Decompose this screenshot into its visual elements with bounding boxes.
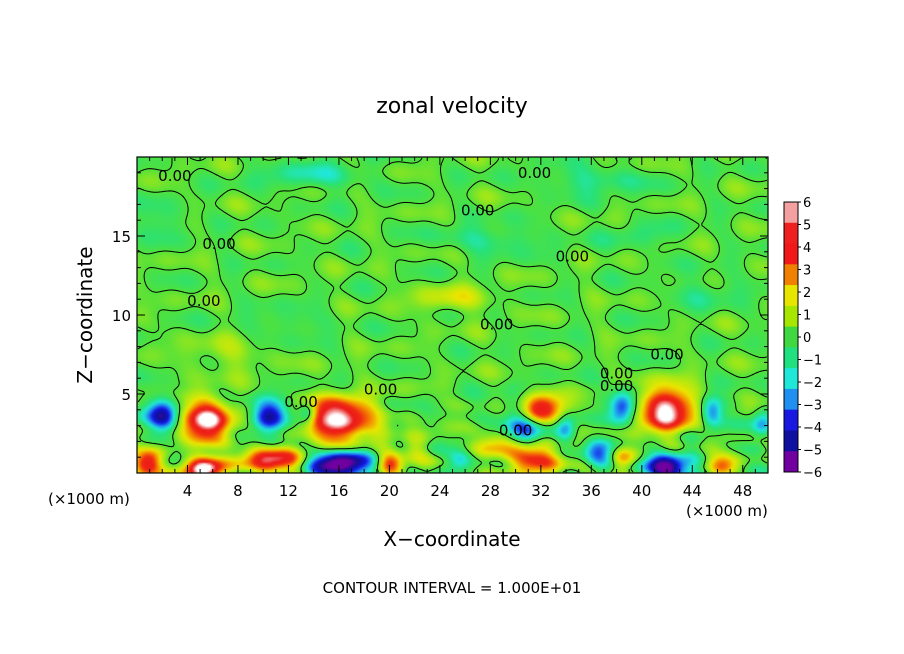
contour-label: 0.00 (187, 292, 220, 310)
colorbar-swatch (784, 388, 798, 411)
contour-label: 0.00 (461, 202, 494, 220)
contour-label: 0.00 (202, 235, 235, 253)
chart-title: zonal velocity (376, 94, 528, 119)
colorbar-swatch (784, 347, 798, 369)
x-unit-left: (×1000 m) (48, 490, 130, 508)
colorbar-tick-label: −6 (803, 466, 822, 481)
colorbar-tick-label: −1 (803, 354, 822, 369)
colorbar-swatch (784, 451, 798, 473)
contour-label: 0.00 (284, 393, 317, 411)
y-tick-label: 10 (112, 307, 131, 325)
colorbar-swatch (784, 202, 798, 224)
colorbar-swatch (784, 264, 798, 286)
contour-label: 0.00 (364, 380, 397, 398)
x-tick-label: 12 (279, 482, 298, 500)
y-tick-label: 5 (121, 386, 131, 404)
contour-label: 0.00 (158, 167, 191, 185)
x-tick-label: 8 (233, 482, 243, 500)
colorbar-swatch (784, 222, 798, 245)
y-axis: 5 10 15 (112, 172, 768, 458)
zero-contours (137, 157, 768, 473)
x-tick-label: 48 (733, 482, 752, 500)
colorbar-tick-label: 4 (803, 241, 811, 256)
colorbar-swatch (784, 285, 798, 307)
contour-interval-note: CONTOUR INTERVAL = 1.000E+01 (323, 579, 582, 597)
x-tick-label: 32 (531, 482, 550, 500)
x-tick-label: 16 (329, 482, 348, 500)
x-tick-label: 44 (683, 482, 702, 500)
colorbar: 6 5 4 3 2 1 0 −1 −2 −3 −4 −5 −6 (783, 196, 822, 481)
colorbar-swatch (784, 409, 798, 431)
colorbar-tick-label: 3 (803, 264, 811, 279)
y-axis-label: Z−coordinate (73, 246, 97, 383)
colorbar-tick-label: 2 (803, 286, 811, 301)
contour-label: 0.00 (650, 346, 683, 364)
x-tick-label: 4 (183, 482, 193, 500)
colorbar-tick-label: 5 (803, 219, 811, 234)
x-tick-label: 40 (632, 482, 651, 500)
x-tick-label: 36 (582, 482, 601, 500)
contour-label: 0.00 (480, 315, 513, 333)
contour-labels: 0.00 0.000.000.000.000.000.000.000.000.00… (158, 164, 684, 440)
x-axis-label: X−coordinate (383, 527, 520, 551)
colorbar-swatch (784, 368, 798, 390)
x-tick-label: 24 (430, 482, 449, 500)
colorbar-tick-label: −4 (803, 421, 822, 436)
x-axis: 4 8 12 16 20 24 28 32 36 40 44 48 (149, 157, 756, 500)
colorbar-tick-label: 6 (803, 196, 811, 211)
zero-contour-lines (137, 157, 768, 473)
velocity-field (137, 157, 768, 473)
colorbar-swatch (784, 430, 798, 452)
colorbar-tick-label: −2 (803, 376, 822, 391)
colorbar-tick-label: 0 (803, 331, 811, 346)
x-tick-label: 20 (380, 482, 399, 500)
y-tick-label: 15 (112, 228, 131, 246)
colorbar-tick-label: 1 (803, 309, 811, 324)
contour-label: 0.00 (600, 364, 633, 382)
contour-label: 0.00 (600, 377, 633, 395)
colorbar-tick-label: −3 (803, 399, 822, 414)
plot-area: 0.00 0.000.000.000.000.000.000.000.000.00… (112, 156, 769, 500)
colorbar-tick-label: −5 (803, 444, 822, 459)
contour-label: 0.00 (499, 421, 532, 439)
colorbar-swatch (784, 326, 798, 348)
contour-label: 0.00 (556, 248, 589, 266)
x-tick-label: 28 (481, 482, 500, 500)
x-unit-right: (×1000 m) (686, 502, 768, 520)
colorbar-swatch (784, 243, 798, 265)
colorbar-swatch (784, 305, 798, 328)
contour-label: 0.00 (518, 164, 551, 182)
